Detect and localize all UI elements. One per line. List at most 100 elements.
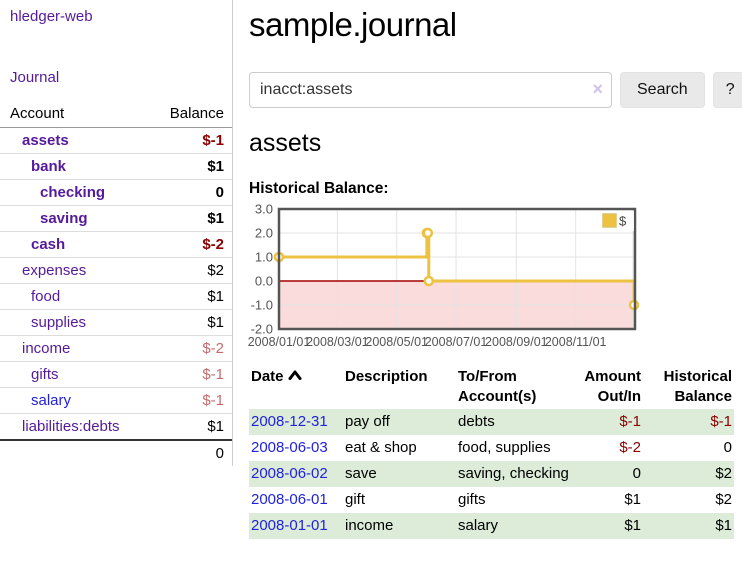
chart-wrap: 3.0 2.0 1.0 0.0 -1.0 -2.0 2008/01/01 2008/03/01… xyxy=(248,202,742,353)
account-balance: $1 xyxy=(207,314,224,331)
account-link-bank[interactable]: bank xyxy=(31,158,67,175)
account-link-liabilities-debts[interactable]: liabilities:debts xyxy=(22,418,120,435)
register-header-date-label: Date xyxy=(251,368,284,385)
account-row: food $1 xyxy=(0,283,232,310)
svg-text:0.0: 0.0 xyxy=(255,274,273,289)
transaction-amount: $-1 xyxy=(619,413,641,430)
accounts-total-row: 0 xyxy=(0,439,232,466)
svg-text:2.0: 2.0 xyxy=(255,226,273,241)
accounts-table-body: assets $-1 bank $1 checking 0 saving $1 cash $-2 e… xyxy=(0,128,232,440)
transaction-date-link[interactable]: 2008-06-02 xyxy=(251,465,328,482)
chart-label: Historical Balance: xyxy=(249,180,389,197)
transaction-date-link[interactable]: 2008-12-31 xyxy=(251,413,328,430)
account-link-supplies[interactable]: supplies xyxy=(31,314,87,331)
account-link-checking[interactable]: checking xyxy=(40,184,106,201)
account-link-assets[interactable]: assets xyxy=(22,132,69,149)
account-row: checking 0 xyxy=(0,179,232,206)
transaction-accounts: salary xyxy=(458,517,499,534)
search-box: × xyxy=(249,72,612,108)
register-row: 2008-06-01 gift gifts $1 $2 xyxy=(249,487,734,513)
account-link-expenses[interactable]: expenses xyxy=(22,262,87,279)
register-row: 2008-01-01 income salary $1 $1 xyxy=(249,513,734,539)
account-row: assets $-1 xyxy=(0,128,232,154)
svg-text:2008/11/01: 2008/11/01 xyxy=(545,335,607,349)
register-header-amount: Amount Out/In xyxy=(584,368,641,405)
transaction-balance: $2 xyxy=(715,465,732,482)
account-link-salary[interactable]: salary xyxy=(31,392,72,409)
transaction-balance: 0 xyxy=(723,439,732,456)
account-row: expenses $2 xyxy=(0,257,232,284)
search-input[interactable] xyxy=(249,72,612,108)
register-row: 2008-12-31 pay off debts $-1 $-1 xyxy=(249,409,734,435)
sort-ascending-icon xyxy=(288,370,302,380)
accounts-total-balance: 0 xyxy=(148,439,232,466)
search-bar: × Search ? xyxy=(249,72,742,108)
account-balance: $-1 xyxy=(202,366,224,383)
account-row: saving $1 xyxy=(0,205,232,232)
account-link-cash[interactable]: cash xyxy=(31,236,66,253)
register-header-tofrom: To/From Account(s) xyxy=(458,368,537,405)
account-link-food[interactable]: food xyxy=(31,288,61,305)
accounts-table: Account Balance assets $-1 bank $1 checking 0… xyxy=(0,101,232,466)
account-row: income $-2 xyxy=(0,335,232,362)
transaction-description: pay off xyxy=(345,413,390,430)
transaction-description: gift xyxy=(345,491,366,508)
svg-text:2008/03/01: 2008/03/01 xyxy=(306,335,369,349)
account-link-saving[interactable]: saving xyxy=(40,210,88,227)
register-header-date[interactable]: Date xyxy=(249,365,343,409)
transaction-amount: $-2 xyxy=(619,439,641,456)
transaction-amount: $1 xyxy=(624,491,641,508)
account-link-income[interactable]: income xyxy=(22,340,71,357)
account-balance: $-2 xyxy=(202,340,224,357)
svg-text:2008/05/01: 2008/05/01 xyxy=(365,335,428,349)
transaction-accounts: debts xyxy=(458,413,495,430)
register-table: Date Description To/From Account(s) Amou… xyxy=(249,365,734,539)
svg-text:2008/07/01: 2008/07/01 xyxy=(425,335,488,349)
historical-balance-chart: 3.0 2.0 1.0 0.0 -1.0 -2.02008/01/012008/03/01… xyxy=(248,202,640,349)
svg-text:-1.0: -1.0 xyxy=(251,298,273,313)
svg-text:$: $ xyxy=(619,214,627,229)
search-button[interactable]: Search xyxy=(620,72,705,108)
transaction-amount: $1 xyxy=(624,517,641,534)
register-row: 2008-06-03 eat & shop food, supplies $-2 0 xyxy=(249,435,734,461)
main-content: sample.journal × Search ? assets Histori… xyxy=(233,0,742,539)
register-header-description: Description xyxy=(345,368,428,385)
svg-text:2008/09/01: 2008/09/01 xyxy=(485,335,548,349)
account-balance: $-1 xyxy=(202,392,224,409)
register-header-row: Date Description To/From Account(s) Amou… xyxy=(249,365,734,409)
transaction-date-link[interactable]: 2008-06-01 xyxy=(251,491,328,508)
transaction-balance: $1 xyxy=(715,517,732,534)
account-balance: $1 xyxy=(207,210,224,227)
svg-text:1.0: 1.0 xyxy=(255,250,273,265)
svg-text:2008/01/01: 2008/01/01 xyxy=(248,335,311,349)
register-table-body: 2008-12-31 pay off debts $-1 $-1 2008-06-03 ea… xyxy=(249,409,734,539)
account-balance: 0 xyxy=(215,184,224,201)
transaction-balance: $-1 xyxy=(710,413,732,430)
app-title-link[interactable]: hledger-web xyxy=(10,8,93,25)
transaction-accounts: gifts xyxy=(458,491,486,508)
register-row: 2008-06-02 save saving, checking 0 $2 xyxy=(249,461,734,487)
transaction-description: save xyxy=(345,465,377,482)
transaction-date-link[interactable]: 2008-01-01 xyxy=(251,517,328,534)
account-balance: $2 xyxy=(207,262,224,279)
sidebar-item-journal[interactable]: Journal xyxy=(10,69,60,86)
transaction-description: income xyxy=(345,517,394,534)
account-balance: $1 xyxy=(207,288,224,305)
transaction-description: eat & shop xyxy=(345,439,417,456)
accounts-table-header: Account Balance xyxy=(0,101,232,128)
page-title: sample.journal xyxy=(249,6,457,43)
page: hledger-web Journal Account Balance asse… xyxy=(0,0,742,539)
help-button[interactable]: ? xyxy=(712,72,742,108)
clear-search-icon[interactable]: × xyxy=(592,79,603,99)
account-balance: $-1 xyxy=(202,132,224,149)
sidebar: hledger-web Journal Account Balance asse… xyxy=(0,0,233,466)
accounts-col-account: Account xyxy=(0,101,149,128)
transaction-balance: $2 xyxy=(715,491,732,508)
account-balance: $1 xyxy=(207,418,224,435)
account-heading: assets xyxy=(249,129,322,157)
account-link-gifts[interactable]: gifts xyxy=(31,366,59,383)
account-row: liabilities:debts $1 xyxy=(0,413,232,440)
transaction-date-link[interactable]: 2008-06-03 xyxy=(251,439,328,456)
transaction-accounts: saving, checking xyxy=(458,465,569,482)
transaction-accounts: food, supplies xyxy=(458,439,551,456)
